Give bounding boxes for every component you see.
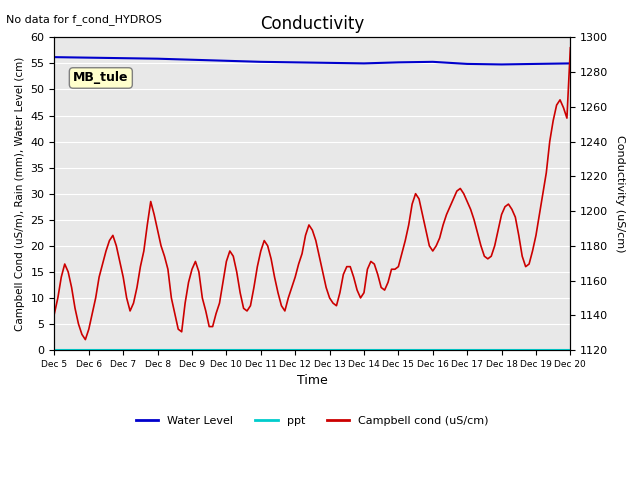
Title: Conductivity: Conductivity xyxy=(260,15,365,33)
Text: No data for f_cond_HYDROS: No data for f_cond_HYDROS xyxy=(6,14,163,25)
Y-axis label: Conductivity (uS/cm): Conductivity (uS/cm) xyxy=(615,135,625,252)
X-axis label: Time: Time xyxy=(297,374,328,387)
Y-axis label: Campbell Cond (uS/m), Rain (mm), Water Level (cm): Campbell Cond (uS/m), Rain (mm), Water L… xyxy=(15,57,25,331)
Legend: Water Level, ppt, Campbell cond (uS/cm): Water Level, ppt, Campbell cond (uS/cm) xyxy=(132,412,493,431)
Text: MB_tule: MB_tule xyxy=(73,72,129,84)
